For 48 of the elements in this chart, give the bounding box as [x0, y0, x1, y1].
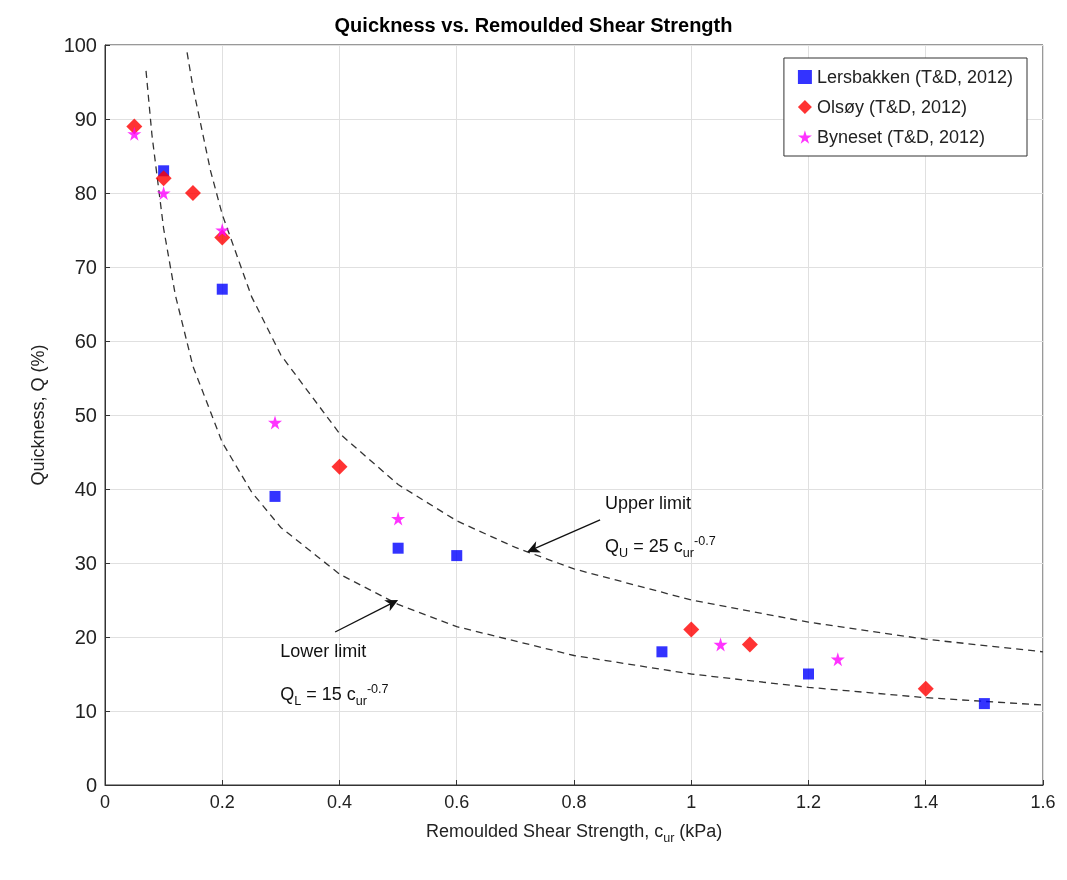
- x-tick-label: 0.8: [561, 792, 587, 812]
- y-tick-label: 50: [74, 404, 97, 426]
- legend-label: Lersbakken (T&D, 2012): [816, 67, 1013, 87]
- point: [917, 680, 934, 697]
- point: [184, 185, 201, 201]
- point: [830, 652, 845, 667]
- point: [155, 170, 172, 187]
- x-tick-label: 0.2: [209, 792, 235, 812]
- y-tick-label: 40: [74, 478, 97, 500]
- annotation: Upper limit: [605, 491, 692, 515]
- y-tick-label: 30: [74, 552, 97, 574]
- x-tick-label: 0.6: [444, 792, 470, 812]
- point: [392, 542, 404, 554]
- chart-title: Quickness vs. Remoulded Shear Strength: [334, 14, 733, 36]
- x-tick-label: 1.2: [795, 792, 822, 812]
- x-tick-label: 0.4: [326, 792, 353, 812]
- point: [269, 490, 281, 502]
- point: [978, 698, 990, 710]
- point: [803, 668, 814, 680]
- y-tick-label: 70: [74, 256, 97, 278]
- y-tick-label: 100: [63, 34, 97, 56]
- x-axis-title: Remoulded Shear Strength, c$_{ur}$ (kPa): [426, 821, 723, 846]
- y-tick-label: 60: [74, 330, 97, 352]
- annotation: Lower limit: [280, 640, 367, 663]
- point: [451, 550, 463, 562]
- point: [713, 637, 728, 652]
- x-tick-label: 1: [686, 792, 697, 812]
- point: [331, 458, 348, 475]
- y-tick-label: 80: [74, 182, 97, 204]
- point: [683, 621, 700, 638]
- point: [391, 511, 406, 526]
- y-axis-title: Quickness, Q (%): [28, 344, 48, 486]
- point: [215, 223, 230, 237]
- point: [216, 283, 228, 295]
- legend-label: Byneset (T&D, 2012): [816, 127, 985, 147]
- x-tick-label: 1.6: [1030, 792, 1056, 812]
- y-tick-label: 90: [74, 108, 97, 130]
- point: [127, 126, 142, 141]
- point: [268, 415, 283, 430]
- y-tick-label: 0: [85, 774, 97, 796]
- point: [156, 186, 171, 200]
- x-tick-label: 0: [99, 792, 111, 812]
- point: [656, 646, 668, 658]
- x-tick-label: 1.4: [913, 792, 939, 812]
- y-tick-label: 20: [74, 626, 97, 648]
- point: [741, 636, 758, 653]
- y-tick-label: 10: [74, 700, 97, 722]
- legend-label: Olsøy (T&D, 2012): [816, 97, 967, 117]
